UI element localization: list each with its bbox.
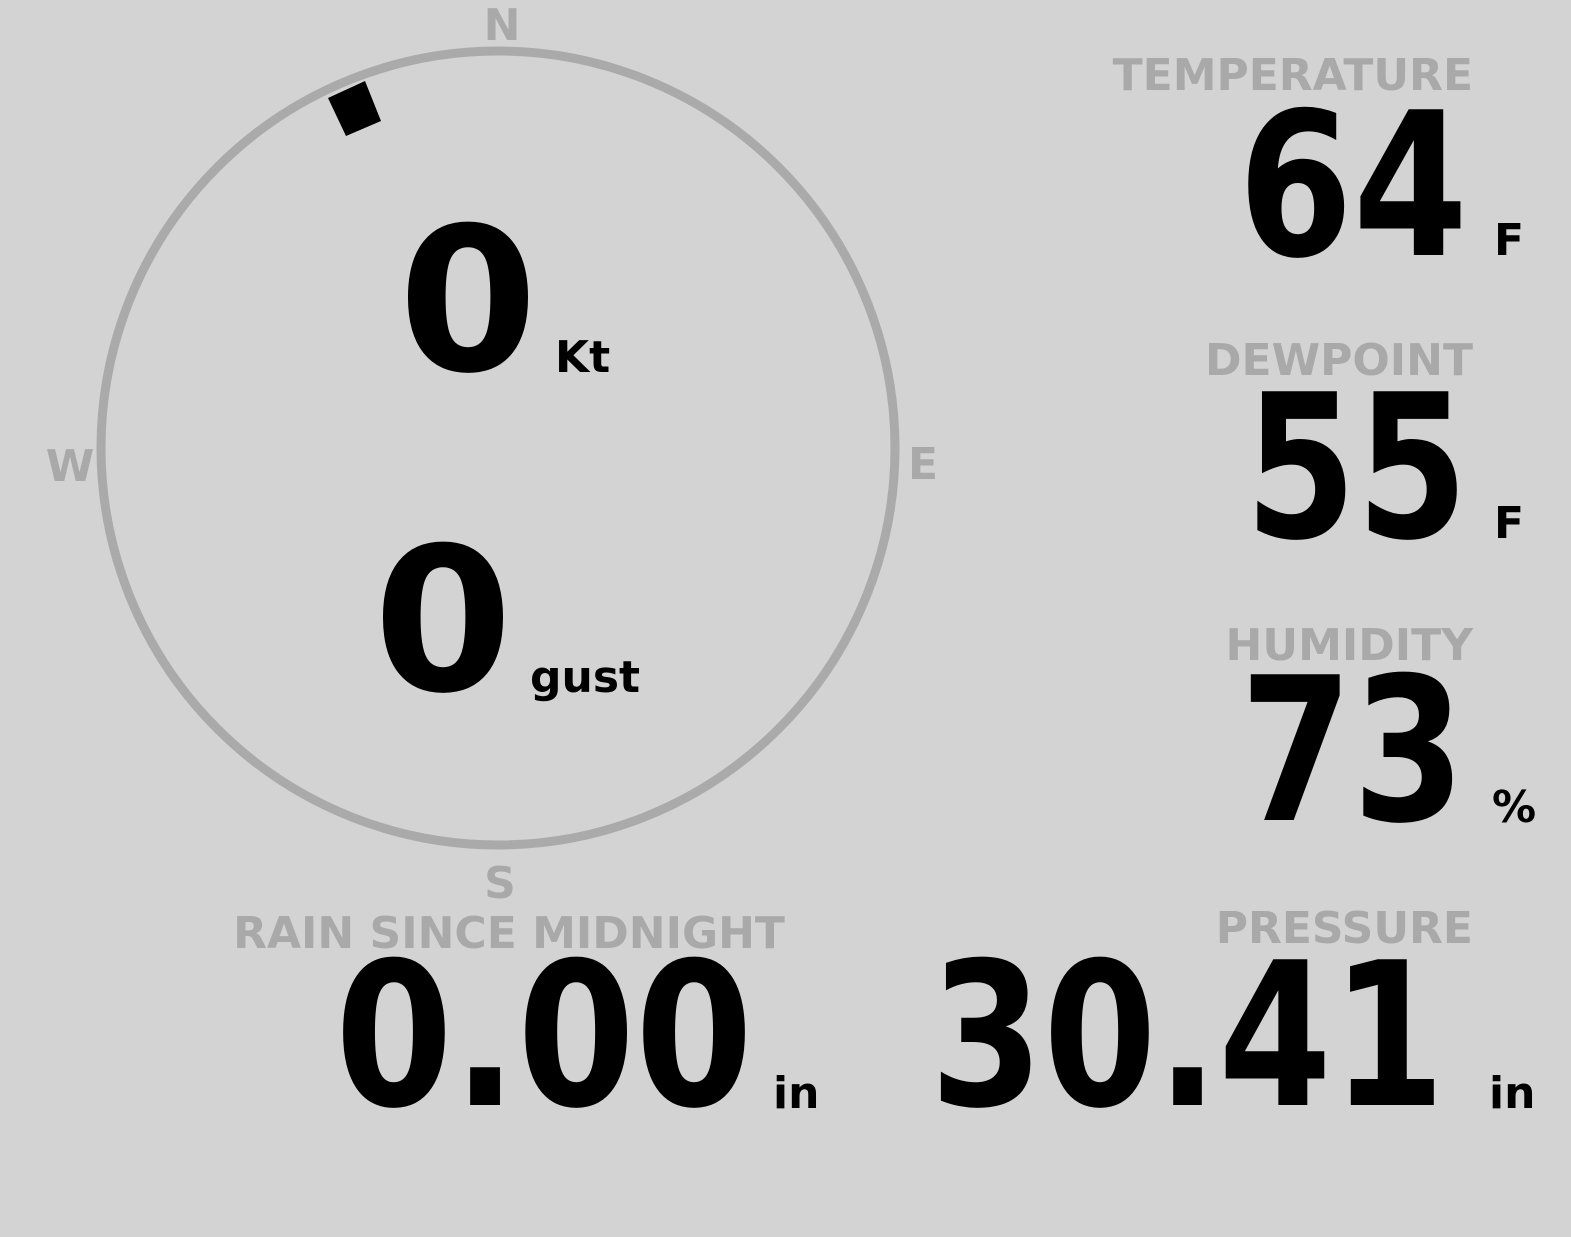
temperature-value: 64 [1238, 70, 1468, 303]
rain-value: 0.00 [335, 920, 753, 1153]
pressure-label: PRESSURE [1216, 903, 1473, 954]
wind-gust-unit: gust [530, 652, 640, 703]
wind-speed-unit: Kt [555, 332, 610, 383]
wind-direction-pointer [328, 81, 381, 136]
pressure-value: 30.41 [930, 920, 1445, 1153]
humidity-value: 73 [1240, 635, 1465, 868]
pressure-unit: in [1489, 1068, 1535, 1119]
temperature-label: TEMPERATURE [1113, 50, 1473, 101]
temperature-unit: F [1494, 215, 1524, 266]
humidity-unit: % [1492, 782, 1536, 833]
compass-east: E [908, 439, 938, 490]
dewpoint-label: DEWPOINT [1205, 335, 1473, 386]
rain-unit: in [773, 1068, 819, 1119]
rain-label: RAIN SINCE MIDNIGHT [233, 908, 785, 959]
compass-south: S [484, 858, 516, 909]
dewpoint-value: 55 [1245, 352, 1468, 585]
dewpoint-unit: F [1494, 498, 1524, 549]
humidity-label: HUMIDITY [1226, 620, 1475, 671]
compass-ring [96, 46, 900, 850]
wind-gust: 0 [373, 505, 512, 738]
compass-west: W [46, 441, 95, 492]
wind-speed: 0 [398, 185, 537, 418]
compass-north: N [484, 0, 521, 51]
